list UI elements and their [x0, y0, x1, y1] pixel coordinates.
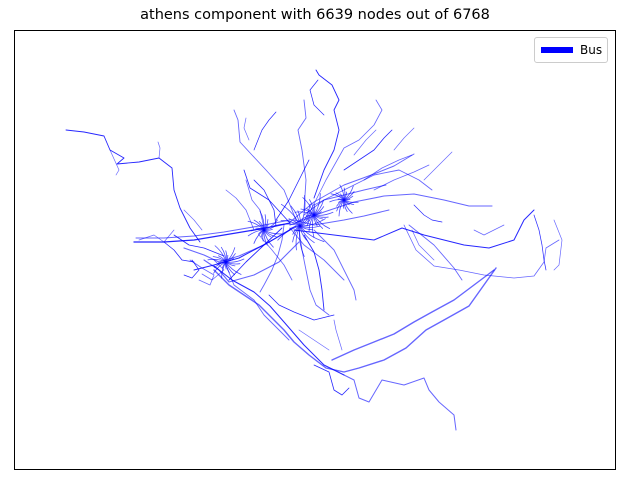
- bus-route-segment: [313, 211, 334, 216]
- bus-route-segment: [299, 225, 325, 242]
- bus-route-segment: [263, 229, 274, 248]
- bus-route-segment: [163, 241, 195, 263]
- bus-route-segment: [313, 169, 433, 206]
- bus-route-segment: [201, 259, 225, 281]
- bus-route-segment: [343, 374, 457, 431]
- bus-route-segment: [225, 261, 242, 275]
- bus-route-segment: [299, 225, 315, 244]
- bus-route-segment: [298, 329, 330, 351]
- bus-route-segment: [296, 214, 315, 224]
- bus-route-segment: [299, 212, 312, 227]
- bus-route-segment: [275, 159, 310, 221]
- bus-route-segment: [109, 149, 120, 176]
- bus-route-segment: [308, 214, 315, 233]
- bus-route-segment: [343, 185, 354, 201]
- map-frame: [14, 30, 616, 470]
- bus-route-segment: [213, 265, 345, 376]
- bus-route-segment: [309, 79, 325, 116]
- bus-route-segment: [233, 109, 297, 221]
- bus-route-segment: [297, 99, 307, 211]
- bus-route-segment: [313, 229, 357, 301]
- bus-route-segment: [533, 214, 547, 271]
- bus-route-segment: [259, 224, 285, 293]
- bus-route-segment: [423, 151, 453, 181]
- bus-route-segment: [305, 99, 383, 221]
- bus-route-segment: [173, 234, 225, 257]
- bus-route-segment: [207, 258, 227, 263]
- bus-route-segment: [313, 214, 331, 230]
- bus-route-segment: [403, 224, 560, 279]
- bus-route-segment: [393, 127, 415, 151]
- legend: Bus: [534, 37, 608, 63]
- bus-network-map: [65, 69, 563, 431]
- map-title: athens component with 6639 nodes out of …: [140, 7, 490, 23]
- bus-route-segment: [253, 229, 265, 244]
- bus-route-segment: [183, 259, 200, 279]
- bus-route-segment: [214, 245, 227, 263]
- bus-route-segment: [313, 193, 321, 216]
- bus-route-segment: [298, 229, 330, 316]
- bus-route-segment: [338, 199, 345, 217]
- bus-route-segment: [294, 211, 315, 216]
- bus-route-segment: [247, 220, 265, 231]
- bus-route-segment: [243, 169, 291, 224]
- bus-route-segment: [299, 195, 306, 227]
- bus-route-segment: [253, 111, 277, 151]
- bus-route-segment: [292, 225, 301, 243]
- bus-route-segment: [295, 225, 301, 251]
- bus-route-segment: [225, 247, 236, 263]
- bus-route-segment: [313, 199, 324, 216]
- bus-route-segment: [293, 209, 390, 226]
- bus-route-segment: [289, 193, 493, 226]
- bus-route-segment: [280, 219, 301, 227]
- bus-route-segment: [413, 204, 443, 223]
- bus-route-segment: [280, 203, 301, 227]
- bus-route-segment: [259, 210, 265, 231]
- bus-route-segment: [258, 234, 293, 281]
- bus-route-segment: [302, 197, 315, 216]
- bus-route-segment: [290, 205, 301, 227]
- legend-swatch-bus: [541, 47, 573, 53]
- bus-route-segment: [373, 164, 430, 191]
- bus-route-segment: [223, 259, 290, 341]
- bus-route-segment: [263, 229, 283, 235]
- bus-route-segment: [343, 129, 393, 171]
- bus-route-segment: [268, 294, 335, 321]
- bus-route-segment: [299, 218, 326, 227]
- bus-route-segment: [329, 199, 345, 203]
- bus-route-segment: [138, 229, 175, 243]
- bus-route-segment: [263, 219, 278, 231]
- bus-route-segment: [189, 259, 215, 286]
- bus-route-segment: [228, 227, 283, 281]
- bus-route-segment: [363, 154, 413, 181]
- bus-route-segment: [553, 219, 563, 271]
- legend-label-bus: Bus: [580, 43, 603, 57]
- bus-route-segment: [245, 179, 265, 229]
- bus-route-segment: [331, 269, 495, 361]
- bus-route-segment: [311, 214, 315, 238]
- bus-route-segment: [183, 209, 203, 231]
- bus-route-segment: [277, 225, 301, 241]
- bus-route-segment: [225, 189, 255, 231]
- bus-route-segment: [303, 234, 325, 311]
- bus-route-segment: [353, 129, 377, 156]
- bus-route-segment: [473, 224, 505, 236]
- bus-route-segment: [253, 179, 277, 227]
- bus-route-segment: [243, 117, 250, 141]
- bus-route-segment: [65, 129, 201, 243]
- bus-route-segment: [313, 364, 350, 396]
- bus-route-segment: [157, 141, 161, 159]
- bus-route-segment: [225, 258, 245, 263]
- bus-route-segment: [333, 319, 343, 351]
- bus-route-segment: [298, 225, 305, 257]
- bus-route-segment: [193, 225, 297, 271]
- bus-route-segment: [411, 229, 435, 261]
- bus-route-segment: [213, 261, 227, 274]
- bus-route-segment: [247, 229, 265, 237]
- bus-route-segment: [408, 224, 463, 281]
- bus-route-segment: [293, 209, 535, 249]
- bus-route-segment: [221, 261, 227, 279]
- bus-route-segment: [213, 267, 497, 373]
- bus-route-segment: [313, 69, 340, 199]
